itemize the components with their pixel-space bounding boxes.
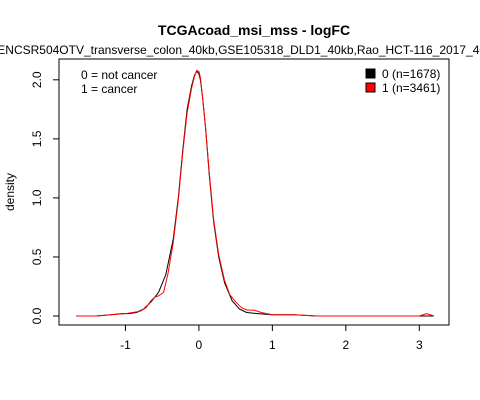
legend-swatch-0 — [365, 68, 376, 79]
y-axis: 0.0 0.5 1.0 1.5 2.0 — [30, 71, 60, 324]
x-tick-label: 1 — [269, 338, 276, 352]
y-tick-label: 1.0 — [30, 189, 44, 206]
x-tick-label: 0 — [196, 338, 203, 352]
y-axis-label: density — [3, 173, 17, 211]
legend-label-0: 0 (n=1678) — [382, 67, 440, 81]
y-tick-label: 0.5 — [30, 248, 44, 265]
density-line-1 — [76, 69, 435, 317]
annotation-not-cancer: 0 = not cancer — [81, 68, 157, 82]
x-tick-label: -1 — [120, 338, 131, 352]
legend-swatch-1 — [365, 82, 376, 93]
y-tick-label: 2.0 — [30, 71, 44, 88]
chart-title: TCGAcoad_msi_mss - logFC — [158, 22, 350, 38]
series-layer — [76, 69, 435, 317]
chart-subtitle: ENCSR504OTV_transverse_colon_40kb,GSE105… — [0, 43, 480, 57]
y-tick-label: 0.0 — [30, 307, 44, 324]
y-tick-label: 1.5 — [30, 130, 44, 147]
legend-label-1: 1 (n=3461) — [382, 81, 440, 95]
x-tick-label: 3 — [416, 338, 423, 352]
x-tick-label: 2 — [342, 338, 349, 352]
plot-frame — [58, 58, 450, 326]
legend: 0 (n=1678) 1 (n=3461) — [365, 67, 440, 95]
x-axis: -1 0 1 2 3 — [120, 324, 423, 352]
annotation-cancer: 1 = cancer — [81, 82, 137, 96]
density-line-0 — [76, 71, 434, 317]
